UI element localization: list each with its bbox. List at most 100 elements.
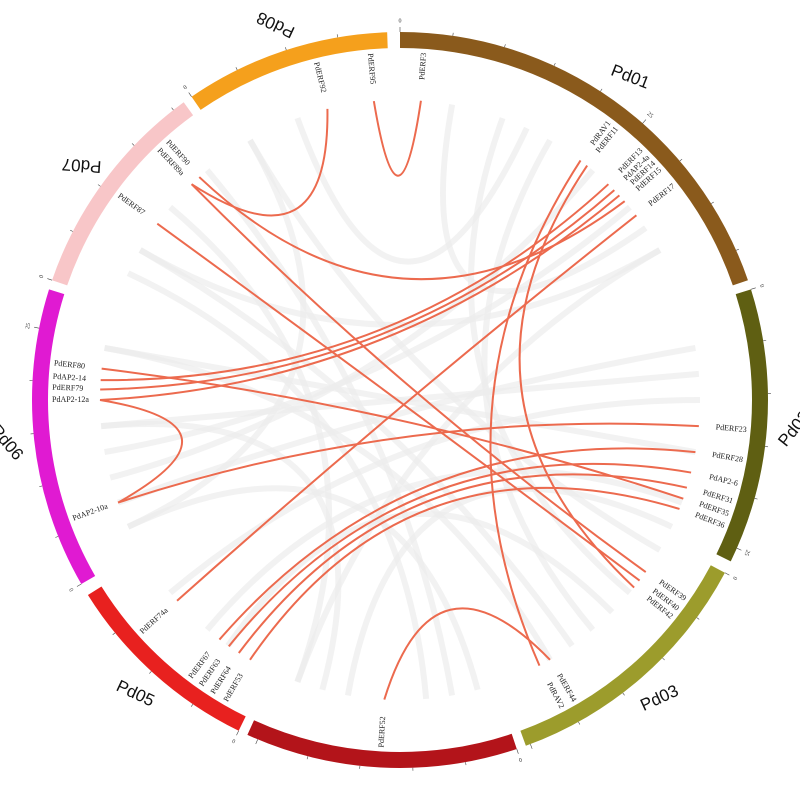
tick-mark — [662, 657, 665, 661]
gene-label: PdAP2-10a — [71, 501, 109, 522]
tick-mark — [55, 536, 59, 538]
tick-mark — [112, 632, 116, 635]
tick-mark — [696, 617, 700, 620]
background-link — [117, 344, 696, 506]
tick-mark — [336, 34, 338, 38]
background-link — [168, 397, 701, 596]
chromosome-label: Pd01 — [608, 61, 652, 93]
background-link — [104, 344, 553, 662]
tick-mark — [255, 739, 258, 745]
tick-mark — [724, 572, 730, 576]
tick-mark — [306, 756, 309, 760]
gene-label: PdERF23 — [715, 422, 747, 434]
background-link — [168, 204, 332, 683]
gene-link — [228, 462, 692, 647]
gene-label: PdERF28 — [711, 450, 743, 464]
gene-label: PdAP2-14 — [53, 372, 87, 383]
tick-mark — [679, 158, 683, 162]
gene-link — [190, 183, 647, 573]
background-link — [138, 247, 575, 648]
tick-mark — [47, 278, 53, 281]
tick-mark — [736, 547, 742, 551]
gene-link — [518, 164, 635, 589]
chromosome-arc — [247, 720, 517, 768]
gene-label: PdERF3 — [417, 52, 428, 80]
tick-mark — [97, 184, 101, 187]
tick-mark — [754, 498, 758, 500]
gene-label: PdAP2-12a — [52, 395, 89, 404]
gene-label: PdERF79 — [52, 383, 83, 393]
tick-mark — [465, 762, 467, 766]
tick-mark — [578, 721, 581, 725]
tick-mark — [34, 326, 40, 329]
background-link — [204, 168, 456, 696]
gene-link — [117, 422, 699, 504]
tick-mark — [236, 730, 239, 736]
tick-mark — [190, 704, 194, 707]
gene-link — [238, 473, 688, 654]
gene-link — [383, 607, 551, 700]
chromosome-label: Pd05 — [113, 676, 157, 710]
tick-label: 0 — [758, 284, 765, 289]
gene-link — [489, 159, 582, 667]
gene-link — [101, 367, 684, 500]
gene-link — [249, 486, 680, 661]
tick-label: 0 — [39, 274, 46, 279]
chromosome-label: Pd03 — [637, 681, 681, 715]
tick-mark — [736, 248, 740, 251]
tick-mark — [711, 201, 714, 204]
background-link — [100, 370, 700, 430]
tick-mark — [516, 748, 519, 754]
chromosome-arc — [191, 32, 388, 110]
gene-link — [218, 447, 696, 641]
tick-mark — [622, 692, 625, 696]
tick-label: 25 — [25, 323, 32, 330]
tick-mark — [235, 67, 238, 71]
gene-label: PdERF17 — [647, 182, 677, 208]
tick-mark — [39, 485, 43, 487]
tick-mark — [70, 229, 73, 232]
chromosome-label: Pd08 — [254, 8, 298, 42]
tick-label: 0 — [69, 587, 76, 593]
chromosome-label: Pd07 — [61, 155, 102, 177]
gene-label: PdERF74a — [138, 606, 170, 636]
tick-mark — [600, 88, 603, 92]
gene-label: PdERF87 — [116, 191, 146, 217]
gene-link — [99, 399, 183, 504]
tick-mark — [188, 92, 192, 97]
gene-link — [198, 176, 626, 281]
gene-label: PdERF52 — [377, 716, 388, 748]
tick-mark — [553, 62, 556, 66]
tick-label: 0 — [399, 18, 402, 24]
gene-link — [100, 189, 616, 391]
gene-link — [191, 108, 329, 217]
chromosome-arc — [52, 102, 194, 286]
tick-label: 0 — [231, 737, 236, 744]
gene-label: PdERF80 — [54, 358, 86, 370]
chromosome-label: Pd06 — [0, 421, 27, 464]
tick-label: 0 — [183, 85, 189, 92]
tick-mark — [750, 287, 756, 290]
gene-label: PdERF92 — [312, 61, 328, 93]
chromosome-label: Pd02 — [774, 407, 800, 450]
tick-mark — [171, 107, 174, 111]
tick-mark — [131, 143, 135, 146]
background-link — [109, 168, 596, 481]
tick-label: 0 — [731, 575, 738, 580]
chromosome-arc — [32, 289, 96, 584]
background-link — [126, 270, 430, 700]
tick-mark — [530, 744, 533, 749]
background-link — [126, 485, 481, 691]
background-link — [225, 510, 615, 648]
chromosome-arc — [716, 289, 769, 562]
background-link — [204, 468, 683, 632]
tick-mark — [149, 671, 152, 674]
background-link — [344, 485, 674, 696]
tick-label: 25 — [645, 111, 653, 119]
gene-link — [156, 222, 641, 582]
chromosome-arc — [520, 565, 725, 746]
tick-mark — [76, 583, 82, 587]
tick-label: 0 — [518, 756, 523, 763]
tick-label: 25 — [743, 549, 751, 557]
